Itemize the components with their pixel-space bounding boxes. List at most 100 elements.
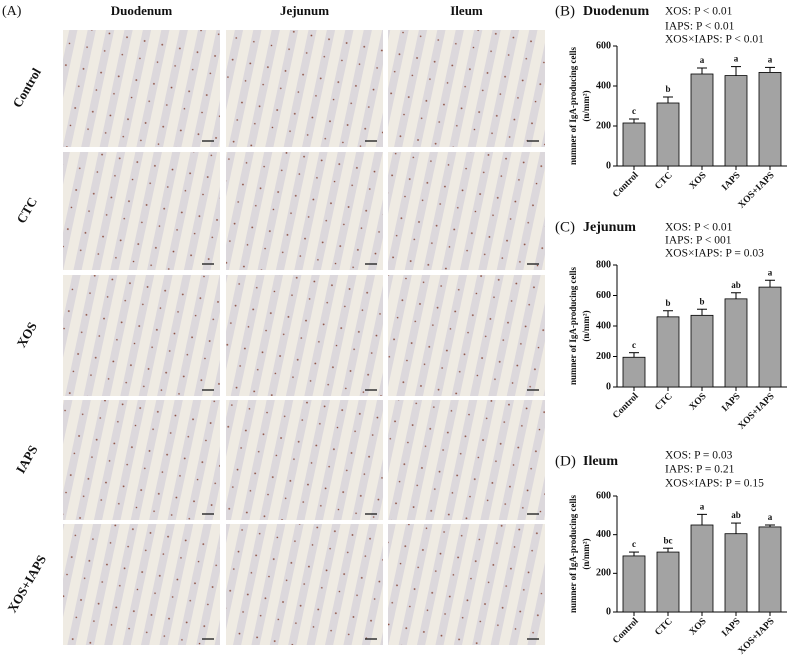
micrograph [226, 30, 383, 147]
micrograph [226, 524, 383, 645]
micrograph [226, 275, 383, 396]
column-header: Jejunum [280, 3, 329, 18]
x-tick-label: XOS+IAPS [737, 392, 777, 432]
y-axis-label: numner of IgA-producing cells [568, 47, 578, 165]
column-header: Duodenum [111, 3, 173, 18]
significance-letter: b [699, 296, 704, 306]
x-tick-label: XOS [688, 392, 709, 413]
micrograph [63, 152, 220, 270]
annotation: XOS: P < 0.01 [665, 222, 733, 234]
significance-letter: c [632, 106, 636, 116]
micrograph [388, 30, 545, 147]
x-tick-label: Control [611, 170, 641, 200]
significance-letter: a [700, 55, 705, 65]
y-axis-label: (n/mm²) [581, 310, 591, 341]
column-header: Ileum [450, 3, 483, 18]
x-tick-label: CTC [653, 171, 674, 192]
micrograph [226, 152, 383, 270]
panel-label: (B) [555, 3, 575, 19]
micrograph [388, 275, 545, 396]
y-tick-label: 800 [596, 259, 611, 270]
x-tick-label: XOS+IAPS [737, 617, 777, 657]
y-tick-label: 600 [596, 490, 611, 501]
panel-label: (D) [555, 453, 576, 469]
significance-letter: b [665, 84, 670, 94]
bar [622, 122, 646, 167]
y-tick-label: 400 [596, 320, 611, 331]
y-tick-label: 400 [596, 80, 611, 91]
micrograph [388, 152, 545, 270]
significance-letter: a [768, 267, 773, 277]
annotation: XOS×IAPS: P = 0.03 [665, 248, 764, 260]
bar [690, 524, 714, 613]
micrograph [63, 400, 220, 520]
y-tick-label: 600 [596, 290, 611, 301]
y-axis-label: (n/mm²) [581, 538, 591, 569]
bar [724, 298, 748, 388]
y-tick-label: 0 [606, 160, 611, 171]
row-label: XOS+IAPS [4, 552, 49, 615]
annotation: XOS×IAPS: P = 0.15 [665, 478, 764, 490]
significance-letter: c [632, 539, 636, 549]
annotation: XOS×IAPS: P < 0.01 [665, 34, 764, 46]
significance-letter: ab [731, 510, 741, 520]
micrograph [63, 30, 220, 147]
chart-title: Jejunum [583, 220, 636, 235]
annotation: IAPS: P = 0.21 [665, 464, 735, 476]
bar [690, 73, 714, 167]
panel-label: (A) [2, 4, 22, 19]
bar [724, 533, 748, 613]
bar [656, 551, 680, 613]
significance-letter: ab [731, 280, 741, 290]
significance-letter: a [768, 512, 773, 522]
significance-letter: a [700, 501, 705, 511]
row-label: IAPS [13, 443, 41, 476]
x-tick-label: XOS+IAPS [737, 171, 777, 211]
bar [656, 316, 680, 388]
bar [690, 314, 714, 388]
row-label: CTC [13, 195, 40, 226]
y-tick-label: 600 [596, 40, 611, 51]
annotation: IAPS: P < 0.01 [665, 21, 735, 33]
bar [656, 102, 680, 167]
annotation: XOS: P < 0.01 [665, 6, 733, 18]
bar [758, 286, 782, 388]
y-tick-label: 200 [596, 568, 611, 579]
y-axis-label: numner of IgA-producing cells [568, 267, 578, 385]
bar [758, 526, 782, 613]
y-tick-label: 0 [606, 381, 611, 392]
significance-letter: c [632, 340, 636, 350]
y-tick-label: 200 [596, 120, 611, 131]
micrograph [63, 524, 220, 645]
annotation: IAPS: P < 001 [665, 235, 732, 247]
x-tick-label: XOS [688, 617, 709, 638]
significance-letter: a [768, 54, 773, 64]
micrograph [388, 400, 545, 520]
row-label: XOS [14, 319, 40, 350]
y-tick-label: 200 [596, 351, 611, 362]
micrograph [388, 524, 545, 645]
row-label: Control [9, 65, 44, 110]
x-tick-label: CTC [653, 392, 674, 413]
y-tick-label: 0 [606, 606, 611, 617]
x-tick-label: Control [611, 391, 641, 421]
x-tick-label: CTC [653, 617, 674, 638]
bar [758, 72, 782, 167]
chart-title: Duodenum [583, 4, 649, 19]
x-tick-label: IAPS [720, 392, 742, 414]
x-tick-label: IAPS [720, 617, 742, 639]
panel-label: (C) [555, 219, 575, 235]
micrograph [63, 275, 220, 396]
bar [622, 356, 646, 388]
micrograph [226, 400, 383, 520]
y-axis-label: numner of IgA-producing cells [568, 495, 578, 613]
x-tick-label: Control [611, 616, 641, 646]
bar [724, 75, 748, 167]
x-tick-label: IAPS [720, 171, 742, 193]
x-tick-label: XOS [688, 171, 709, 192]
chart-title: Ileum [583, 454, 618, 469]
y-tick-label: 400 [596, 529, 611, 540]
annotation: XOS: P = 0.03 [665, 450, 733, 462]
y-axis-label: (n/mm²) [581, 90, 591, 121]
